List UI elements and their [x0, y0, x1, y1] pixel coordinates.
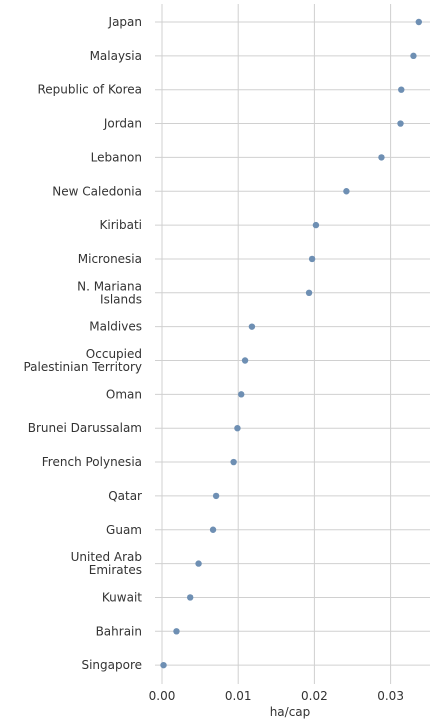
category-label-line: United Arab [71, 550, 142, 564]
category-label-line: Kuwait [102, 590, 142, 604]
category-label-line: Singapore [81, 658, 142, 672]
category-label: Lebanon [91, 150, 142, 164]
category-label-line: Maldives [89, 320, 142, 334]
category-label: Brunei Darussalam [28, 421, 142, 435]
x-tick-label: 0.02 [301, 689, 328, 703]
data-point [212, 492, 220, 500]
x-axis-tick-labels: 0.00 0.01 0.02 0.03 [149, 689, 404, 703]
category-label: Malaysia [90, 49, 142, 63]
category-label-line: Occupied [86, 347, 142, 361]
category-label: Oman [106, 387, 142, 401]
x-tick-label: 0.00 [149, 689, 176, 703]
category-label: Occupied Palestinian Territory [23, 347, 142, 374]
category-label: New Caledonia [52, 184, 142, 198]
x-axis-title: ha/cap [270, 705, 311, 719]
category-label-line: Micronesia [78, 252, 142, 266]
y-axis-labels: Japan Malaysia Republic of Korea Jordan Leba… [23, 15, 142, 672]
category-label: Bahrain [96, 624, 142, 638]
category-label: Singapore [81, 658, 142, 672]
category-label: Jordan [103, 117, 142, 131]
data-point [195, 560, 202, 567]
data-point [173, 628, 180, 635]
category-label: Qatar [108, 489, 142, 503]
category-label-line: Japan [108, 15, 142, 29]
x-tick-label: 0.03 [377, 689, 404, 703]
category-label: Japan [108, 15, 142, 29]
data-points [160, 18, 422, 669]
data-point [238, 391, 245, 398]
data-point [160, 661, 167, 669]
category-label: Republic of Korea [37, 83, 142, 97]
data-point [209, 526, 217, 533]
data-point [248, 323, 256, 330]
category-label-line: Kiribati [100, 218, 142, 232]
horizontal-gridlines [155, 21, 430, 666]
category-label-line: Republic of Korea [37, 83, 142, 97]
category-label-line: Palestinian Territory [23, 360, 142, 374]
data-point [415, 18, 422, 26]
category-label-line: Oman [106, 387, 142, 401]
category-label-line: Jordan [103, 117, 142, 131]
category-label: Maldives [89, 320, 142, 334]
category-label-line: N. Mariana [77, 279, 142, 293]
data-point [305, 289, 313, 296]
data-point [397, 120, 404, 127]
data-point [410, 52, 417, 60]
category-label-line: Guam [106, 523, 142, 537]
data-point [343, 188, 350, 195]
data-point [398, 86, 405, 93]
category-label: Micronesia [78, 252, 142, 266]
data-point [230, 458, 237, 466]
data-point [378, 154, 385, 161]
vertical-gridlines [161, 4, 392, 684]
category-label: N. Mariana Islands [77, 279, 142, 306]
category-label: Kiribati [100, 218, 142, 232]
data-point [234, 425, 241, 432]
category-label-line: Qatar [108, 489, 142, 503]
category-label-line: Bahrain [96, 624, 142, 638]
category-label-line: Brunei Darussalam [28, 421, 142, 435]
category-label-line: French Polynesia [42, 455, 142, 469]
category-label: Kuwait [102, 590, 142, 604]
category-label-line: Emirates [89, 563, 142, 577]
x-tick-label: 0.01 [225, 689, 252, 703]
category-label-line: Lebanon [91, 150, 142, 164]
data-point [312, 221, 320, 229]
data-point [308, 255, 316, 263]
category-label-line: New Caledonia [52, 184, 142, 198]
category-label-line: Islands [100, 292, 142, 306]
category-label-line: Malaysia [90, 49, 142, 63]
data-point [241, 357, 249, 364]
category-label: French Polynesia [42, 455, 142, 469]
data-point [186, 594, 194, 601]
category-label: Guam [106, 523, 142, 537]
category-label: United Arab Emirates [71, 550, 142, 577]
